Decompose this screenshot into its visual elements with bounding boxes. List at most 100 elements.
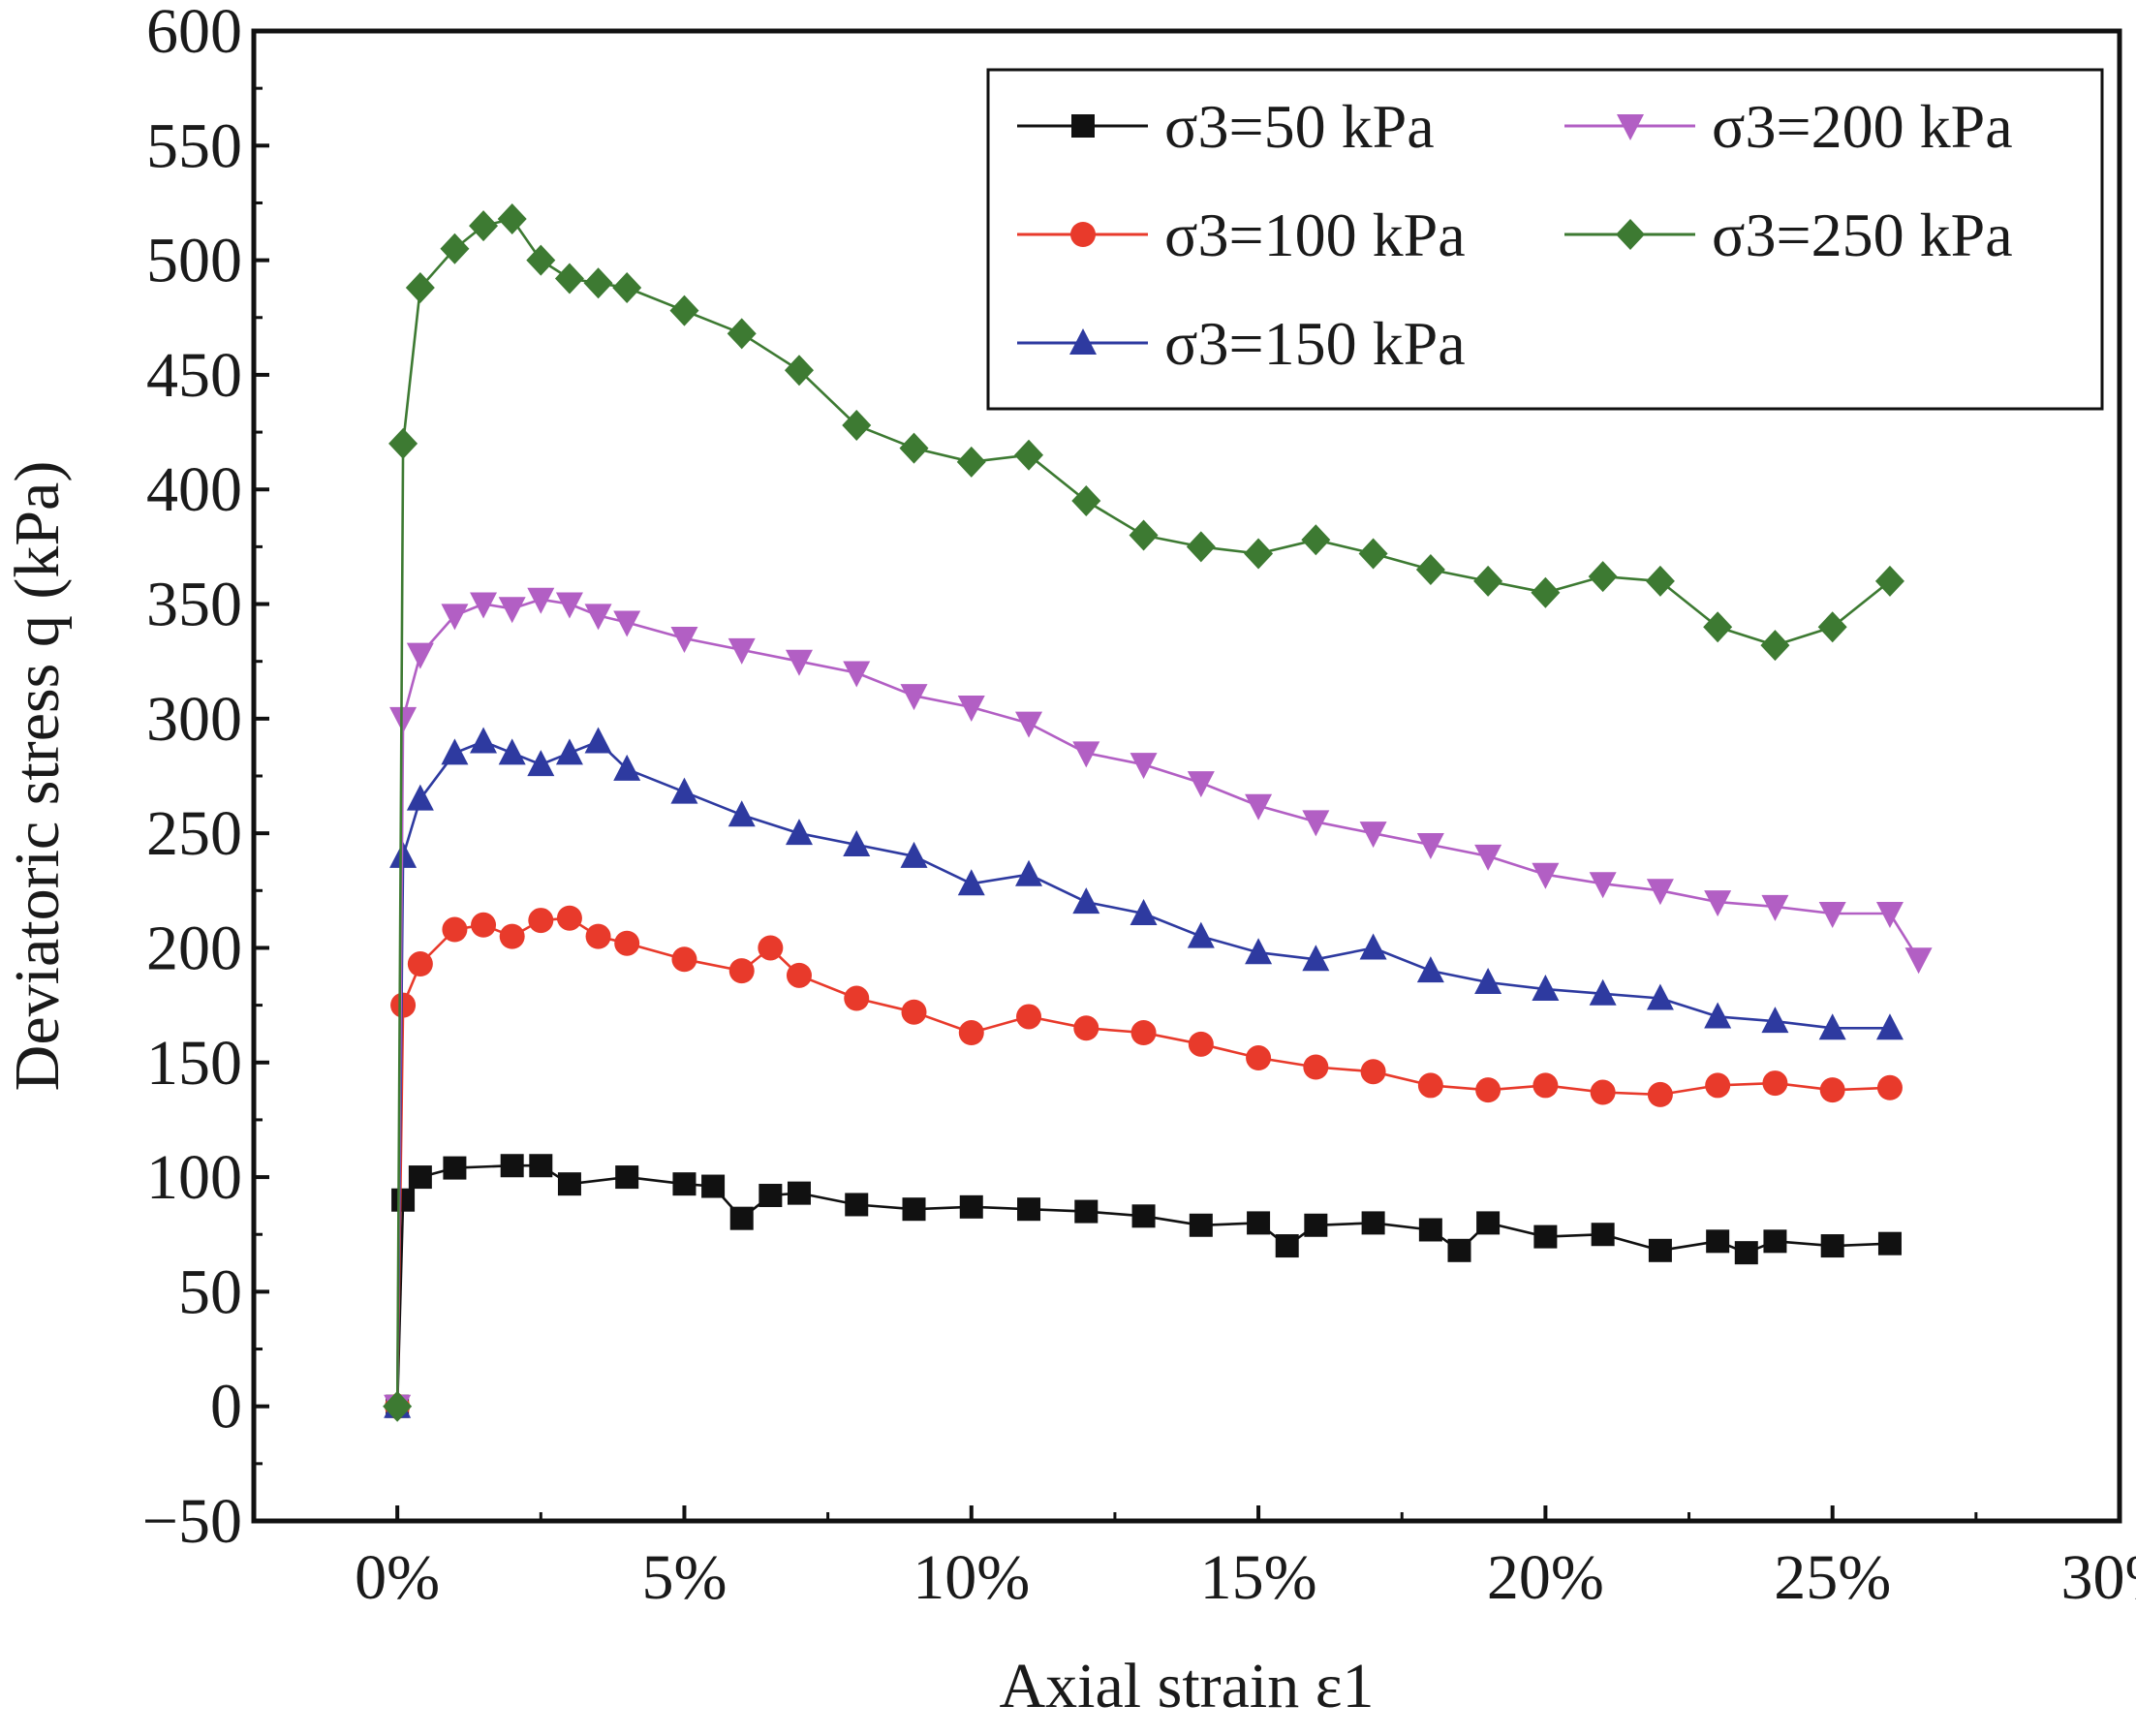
- data-point: [526, 244, 556, 276]
- series-line: [395, 916, 1891, 1407]
- series-line: [395, 1163, 1891, 1407]
- data-point: [406, 642, 434, 669]
- data-point: [441, 604, 469, 631]
- x-axis-title: Axial strain ε1: [1000, 1651, 1375, 1721]
- data-point: [672, 1172, 697, 1196]
- data-point: [389, 706, 418, 733]
- data-point: [1588, 561, 1618, 593]
- series-3: [384, 727, 1904, 1418]
- data-point: [959, 1194, 983, 1219]
- legend-label: σ3=150 kPa: [1164, 309, 1466, 378]
- data-point: [1532, 862, 1560, 889]
- legend-marker: [1069, 328, 1097, 355]
- series-4: [384, 587, 1933, 1421]
- data-point: [1874, 565, 1904, 597]
- data-point: [1416, 832, 1444, 859]
- data-point: [1818, 1013, 1846, 1040]
- data-point: [405, 272, 435, 304]
- data-point: [786, 962, 812, 988]
- data-point: [1014, 439, 1044, 471]
- legend-entry: σ3=200 kPa: [1564, 92, 2013, 161]
- data-point: [554, 263, 584, 294]
- data-point: [670, 627, 698, 654]
- x-tick-label: 30%: [2061, 1542, 2136, 1613]
- data-point: [527, 587, 555, 614]
- data-point: [613, 754, 641, 781]
- data-point: [843, 661, 871, 688]
- data-point: [1187, 921, 1215, 948]
- y-tick-label: 100: [146, 1142, 242, 1213]
- data-point: [440, 232, 470, 264]
- data-point: [1761, 1007, 1789, 1034]
- data-point: [1130, 1020, 1157, 1046]
- y-tick-label: 450: [146, 340, 242, 411]
- data-point: [1646, 983, 1674, 1010]
- data-point: [670, 777, 698, 804]
- legend-label: σ3=250 kPa: [1712, 201, 2013, 269]
- y-tick-label: 200: [146, 913, 242, 983]
- data-point: [1476, 1211, 1501, 1235]
- data-point: [1188, 1031, 1214, 1057]
- data-point: [899, 432, 929, 464]
- data-point: [1877, 1231, 1902, 1256]
- data-point: [1247, 1211, 1271, 1235]
- data-point: [1418, 1218, 1442, 1242]
- data-point: [1417, 1072, 1443, 1099]
- data-point: [669, 294, 699, 326]
- data-point: [784, 355, 814, 387]
- data-point: [443, 1156, 467, 1180]
- legend-label: σ3=200 kPa: [1712, 92, 2013, 161]
- x-tick-label: 20%: [1487, 1542, 1604, 1613]
- data-point: [728, 958, 755, 984]
- y-tick-label: 300: [146, 684, 242, 755]
- series-2: [385, 905, 1903, 1419]
- data-point: [1072, 887, 1100, 914]
- data-point: [555, 738, 583, 765]
- series-1: [386, 1154, 1902, 1418]
- x-tick-label: 5%: [641, 1542, 727, 1613]
- data-point: [1473, 565, 1503, 597]
- y-axis-title: Deviatoric stress q (kPa): [2, 461, 73, 1092]
- y-tick-label: 150: [146, 1028, 242, 1099]
- data-point: [1130, 898, 1158, 925]
- data-point: [442, 916, 468, 943]
- data-point: [1360, 1059, 1386, 1085]
- data-point: [1129, 519, 1159, 551]
- data-point: [615, 1165, 639, 1190]
- data-point: [498, 738, 526, 765]
- data-point: [1275, 1234, 1299, 1258]
- legend-entry: σ3=50 kPa: [1017, 92, 1435, 161]
- data-point: [1073, 1015, 1099, 1041]
- data-point: [701, 1174, 726, 1198]
- y-tick-label: 550: [146, 110, 242, 181]
- data-point: [470, 592, 498, 619]
- data-point: [1246, 1045, 1272, 1071]
- y-tick-label: −50: [142, 1486, 242, 1557]
- data-point: [727, 800, 756, 827]
- data-point: [1072, 741, 1100, 768]
- data-point: [1186, 531, 1216, 563]
- data-point: [1071, 485, 1101, 517]
- x-tick-label: 25%: [1774, 1542, 1891, 1613]
- data-point: [1531, 576, 1561, 608]
- data-point: [584, 604, 612, 631]
- x-tick-label: 10%: [913, 1542, 1030, 1613]
- legend-marker: [1071, 114, 1095, 138]
- data-point: [498, 597, 526, 624]
- data-point: [1130, 753, 1158, 780]
- data-point: [1415, 554, 1445, 586]
- data-point: [1817, 611, 1847, 643]
- data-point: [499, 923, 525, 949]
- data-point: [406, 784, 434, 811]
- data-point: [842, 409, 872, 441]
- legend-entry: σ3=100 kPa: [1017, 201, 1466, 269]
- data-point: [1875, 1013, 1904, 1040]
- data-point: [408, 1165, 432, 1190]
- y-tick-label: 400: [146, 454, 242, 525]
- data-point: [1447, 1238, 1471, 1262]
- data-point: [1760, 630, 1790, 662]
- data-point: [1016, 1004, 1042, 1030]
- data-point: [441, 738, 469, 765]
- data-point: [584, 727, 612, 754]
